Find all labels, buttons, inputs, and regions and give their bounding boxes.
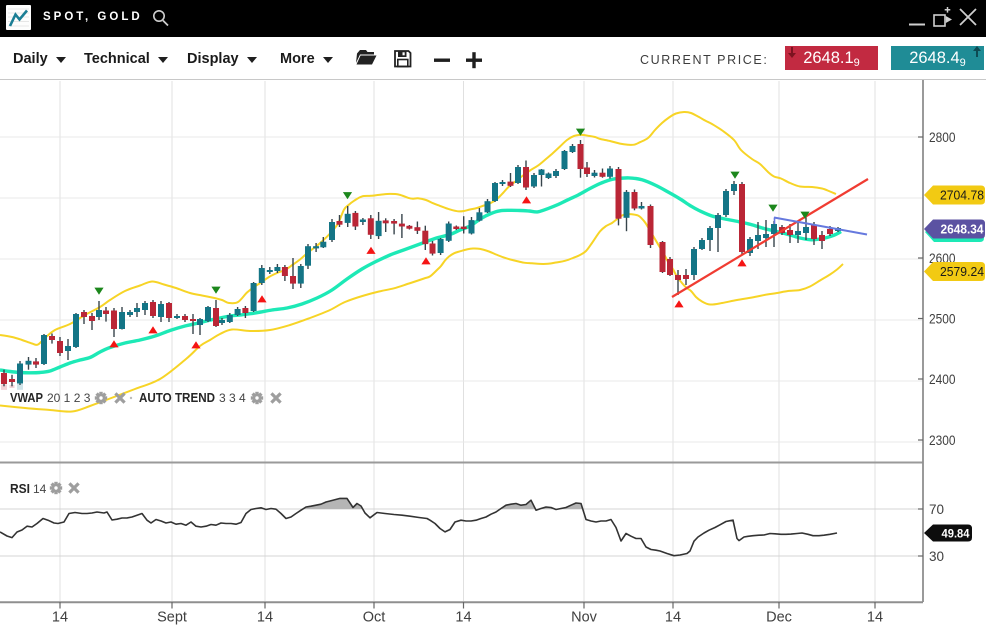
svg-text:2500: 2500 [929, 311, 956, 326]
svg-text:RSI: RSI [10, 481, 30, 496]
svg-text:Nov: Nov [571, 610, 598, 626]
svg-text:2704.78: 2704.78 [940, 189, 984, 203]
svg-text:14: 14 [867, 610, 883, 626]
svg-text:VWAP: VWAP [10, 390, 43, 405]
svg-text:AUTO TREND: AUTO TREND [139, 390, 215, 405]
svg-text:2579.24: 2579.24 [940, 265, 984, 279]
svg-text:14: 14 [52, 610, 68, 626]
svg-text:14: 14 [257, 610, 273, 626]
svg-text:14: 14 [455, 610, 471, 626]
svg-text:2300: 2300 [929, 433, 956, 448]
svg-text:2648.34: 2648.34 [941, 223, 984, 237]
svg-text:Dec: Dec [766, 610, 792, 626]
svg-text:3 3 4: 3 3 4 [219, 391, 246, 405]
svg-text:70: 70 [929, 502, 944, 517]
svg-text:2800: 2800 [929, 130, 956, 145]
svg-text:14: 14 [33, 482, 47, 496]
svg-text:Oct: Oct [363, 610, 386, 626]
svg-text:20 1 2 3: 20 1 2 3 [47, 391, 91, 405]
svg-text:2400: 2400 [929, 372, 956, 387]
svg-text:49.84: 49.84 [942, 527, 970, 541]
svg-text:Sept: Sept [157, 610, 187, 626]
svg-text:30: 30 [929, 549, 944, 564]
svg-text:14: 14 [665, 610, 681, 626]
